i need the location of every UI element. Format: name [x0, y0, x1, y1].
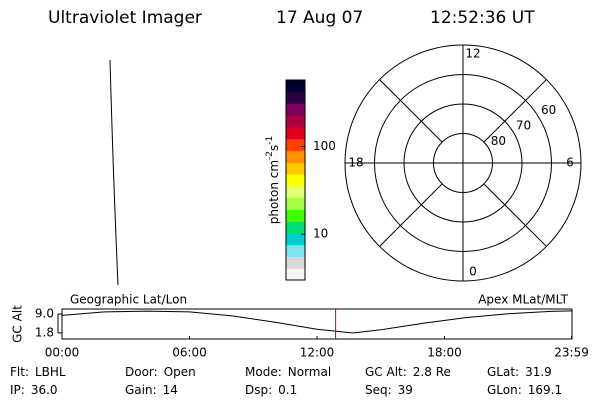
timeline-frame: [61, 308, 573, 340]
colorbar-label: photon cm-2s-1: [265, 136, 281, 225]
apex-label: Apex MLat/MLT: [478, 293, 568, 307]
info-field: Door: Open: [125, 365, 196, 379]
info-field: Mode: Normal: [245, 365, 331, 379]
mlt-label: 12: [465, 47, 480, 61]
info-field: IP: 36.0: [10, 383, 58, 397]
colorbar-segment: [286, 268, 305, 281]
info-field: Gain: 14: [125, 383, 178, 397]
colorbar-segment: [286, 209, 305, 222]
info-label: Flt:: [10, 365, 29, 379]
colorbar-segment: [286, 138, 305, 152]
date: 17 Aug 07: [276, 8, 363, 28]
info-label: GLat:: [487, 365, 519, 379]
info-value: 0.1: [278, 383, 297, 397]
mlt-label: 0: [469, 265, 477, 279]
lat-label: 80: [491, 134, 506, 148]
colorbar-tick-label: 100: [313, 139, 336, 153]
colorbar-segment: [286, 185, 305, 199]
info-label: IP:: [10, 383, 25, 397]
time: 12:52:36 UT: [430, 8, 535, 28]
info-value: 39: [398, 383, 413, 397]
info-value: Normal: [288, 365, 331, 379]
lat-label: 60: [541, 103, 556, 117]
info-label: GC Alt:: [365, 365, 407, 379]
info-label: Door:: [125, 365, 158, 379]
info-value: 31.9: [525, 365, 552, 379]
info-value: 14: [163, 383, 178, 397]
altitude-curve: [61, 310, 572, 334]
colorbar-segment: [286, 221, 305, 234]
lat-label: 70: [516, 118, 531, 132]
x-tick-label: 00:00: [45, 346, 80, 360]
colorbar-segment: [286, 174, 305, 187]
colorbar-segment: [286, 91, 305, 105]
mlt-spoke: [379, 79, 443, 143]
colorbar-segment: [286, 103, 305, 116]
info-field: Seq: 39: [365, 383, 413, 397]
info-value: Open: [164, 365, 196, 379]
mlt-label: 6: [566, 156, 574, 170]
x-tick-label: 06:00: [172, 346, 207, 360]
info-field: GLat: 31.9: [487, 365, 552, 379]
info-label: Seq:: [365, 383, 392, 397]
unit: photon cm: [267, 160, 281, 224]
info-value: 36.0: [31, 383, 58, 397]
y-tick-label: 1.8: [35, 325, 54, 339]
colorbar-frame: [285, 79, 306, 281]
colorbar-segment: [286, 162, 305, 175]
info-value: 2.8 Re: [413, 365, 451, 379]
info-field: GLon: 169.1: [487, 383, 562, 397]
info-label: Dsp:: [245, 383, 272, 397]
exponent: -2: [265, 151, 275, 160]
geo-label: Geographic Lat/Lon: [70, 293, 187, 307]
instrument-title: Ultraviolet Imager: [48, 8, 202, 28]
info-field: Flt: LBHL: [10, 365, 66, 379]
y-axis-title: GC Alt: [11, 305, 25, 343]
unit: s: [267, 145, 281, 151]
colorbar-segment: [286, 256, 305, 269]
info-field: Dsp: 0.1: [245, 383, 297, 397]
x-tick-label: 12:00: [300, 346, 335, 360]
info-label: Gain:: [125, 383, 157, 397]
mlt-spoke: [483, 183, 547, 247]
info-field: GC Alt: 2.8 Re: [365, 365, 451, 379]
info-label: Mode:: [245, 365, 282, 379]
colorbar-segment: [286, 115, 305, 128]
colorbar-segment: [286, 127, 305, 140]
info-value: 169.1: [528, 383, 562, 397]
exponent: -1: [265, 136, 275, 145]
y-tick-label: 9.0: [35, 307, 54, 321]
geographic-boundary: [109, 59, 119, 286]
colorbar-segment: [286, 232, 305, 246]
colorbar-segment: [286, 150, 305, 163]
mlt-spoke: [483, 79, 547, 143]
colorbar-segment: [286, 244, 305, 257]
info-label: GLon:: [487, 383, 522, 397]
x-tick-label: 18:00: [427, 346, 462, 360]
mlt-spoke: [379, 183, 443, 247]
mlt-label: 18: [348, 156, 363, 170]
info-value: LBHL: [35, 365, 66, 379]
colorbar-segment: [286, 80, 305, 93]
colorbar-tick-label: 10: [313, 227, 328, 241]
colorbar-segment: [286, 197, 305, 210]
x-tick-label: 23:59: [554, 346, 589, 360]
